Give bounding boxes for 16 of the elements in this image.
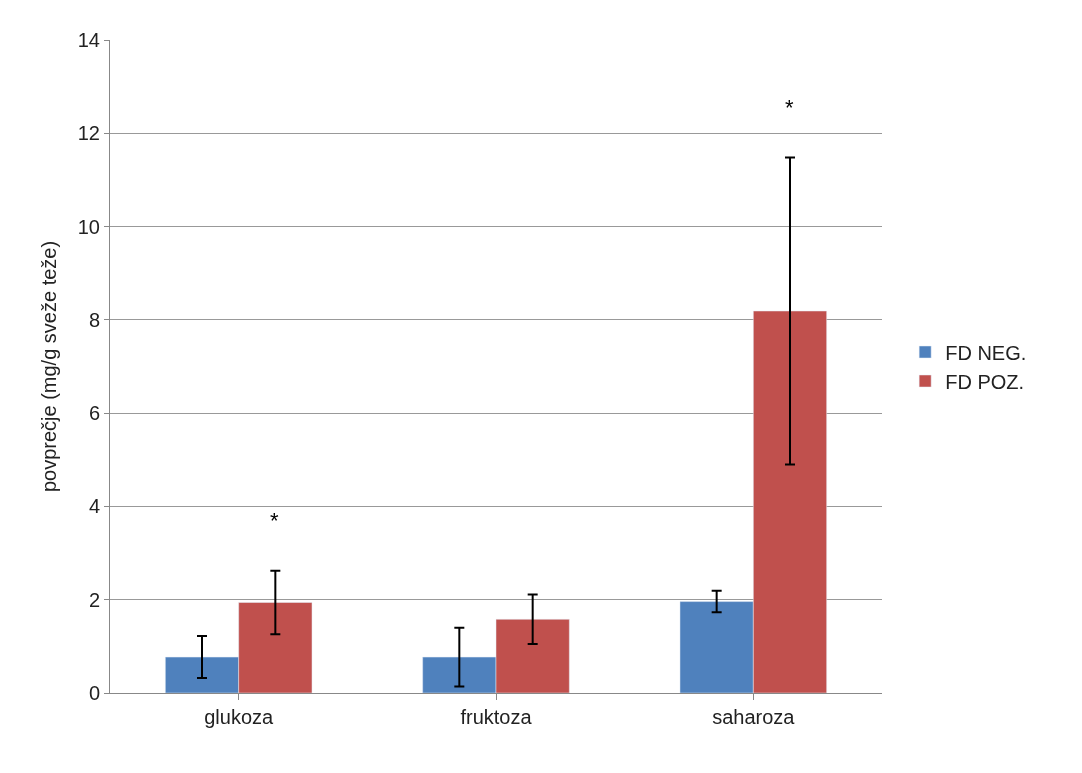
- annotation: *: [785, 95, 794, 120]
- legend-label: FD NEG.: [945, 341, 1027, 364]
- y-tick-label: 0: [88, 682, 100, 704]
- y-axis-title: povprečje (mg/g sveže teže): [38, 240, 61, 493]
- y-tick-label: 4: [88, 495, 100, 518]
- x-tick-label: fruktoza: [460, 706, 533, 728]
- y-tick-label: 8: [88, 308, 100, 331]
- annotation: *: [270, 508, 279, 533]
- x-tick-label: glukoza: [204, 706, 275, 728]
- x-tick-label: saharoza: [712, 706, 796, 728]
- y-tick-label: 14: [77, 29, 100, 51]
- y-tick-label: 6: [88, 402, 100, 425]
- y-tick-label: 10: [77, 215, 100, 238]
- legend-label: FD POZ.: [945, 370, 1025, 393]
- y-tick-label: 12: [77, 122, 100, 145]
- y-tick-label: 2: [88, 588, 100, 611]
